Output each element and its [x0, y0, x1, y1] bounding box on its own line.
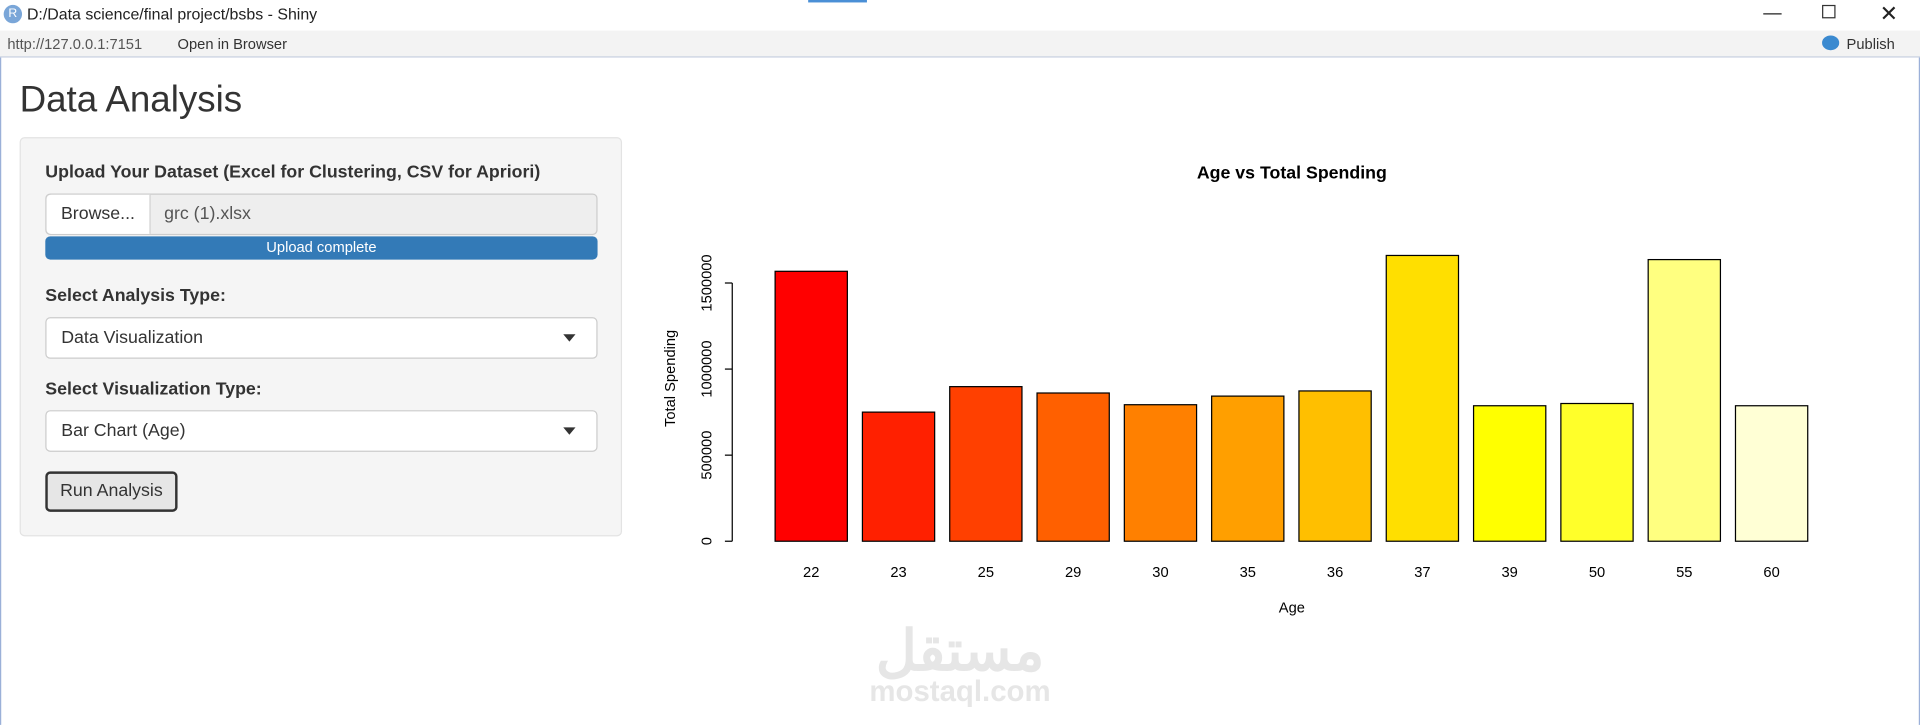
- x-tick-label: 29: [1065, 565, 1081, 581]
- bar: [1472, 405, 1547, 542]
- bar: [774, 270, 848, 542]
- y-axis-label: Total Spending: [663, 330, 679, 427]
- x-tick-label: 22: [803, 565, 819, 581]
- x-tick-label: 25: [978, 565, 994, 581]
- x-tick-label: 60: [1763, 565, 1779, 581]
- watermark-arabic: مستقل: [876, 619, 1045, 682]
- bar: [1734, 405, 1809, 542]
- run-button[interactable]: Run Analysis: [45, 471, 178, 512]
- x-tick-label: 36: [1327, 565, 1343, 581]
- bar: [1036, 392, 1110, 542]
- page-heading: Data Analysis: [19, 79, 243, 121]
- app-area: Age vs Total Spending Age Total Spending…: [0, 57, 1920, 725]
- bar: [1385, 254, 1460, 542]
- browse-button[interactable]: Browse...: [46, 194, 151, 234]
- bar: [861, 411, 936, 542]
- file-input: Browse... grc (1).xlsx: [45, 193, 598, 236]
- x-tick-label: 35: [1240, 565, 1256, 581]
- bar: [1647, 258, 1722, 542]
- x-tick-label: 55: [1676, 565, 1692, 581]
- analysis-value: Data Visualization: [61, 328, 204, 348]
- upload-label: Upload Your Dataset (Excel for Clusterin…: [45, 162, 541, 183]
- publish-icon: [1822, 35, 1840, 51]
- x-tick-label: 30: [1152, 565, 1168, 581]
- sidebar-panel: Upload Your Dataset (Excel for Clusterin…: [19, 137, 623, 537]
- open-in-browser[interactable]: Open in Browser: [177, 35, 287, 53]
- title-bar: R D:/Data science/final project/bsbs - S…: [0, 0, 1920, 30]
- bar: [1123, 404, 1198, 542]
- dropdown-arrow: [563, 334, 576, 342]
- bar: [1211, 395, 1285, 542]
- watermark-latin: mostaql.com: [869, 675, 1050, 708]
- analysis-select[interactable]: Data Visualization: [45, 317, 598, 359]
- close-button[interactable]: ✕: [1879, 1, 1899, 26]
- x-tick-label: 39: [1502, 565, 1518, 581]
- visualization-select[interactable]: Bar Chart (Age): [45, 410, 598, 452]
- y-tick-label: 0: [700, 537, 716, 545]
- x-tick-label: 23: [890, 565, 906, 581]
- x-tick-label: 37: [1414, 565, 1430, 581]
- tab-indicator: [808, 0, 867, 3]
- minimize-button[interactable]: —: [1763, 2, 1782, 24]
- file-name: grc (1).xlsx: [164, 204, 251, 225]
- x-tick-label: 50: [1589, 565, 1605, 581]
- bar: [1298, 390, 1372, 542]
- toolbar: http://127.0.0.1:7151 Open in Browser Pu…: [0, 30, 1920, 58]
- app-icon: R: [3, 4, 23, 24]
- dropdown-arrow: [563, 427, 576, 435]
- bar: [1560, 402, 1634, 542]
- y-tick-label: 1000000: [700, 340, 716, 397]
- y-tick-label: 1500000: [700, 254, 716, 311]
- analysis-label: Select Analysis Type:: [45, 286, 226, 307]
- visualization-value: Bar Chart (Age): [61, 421, 186, 441]
- x-axis-label: Age: [1279, 600, 1305, 616]
- publish-button[interactable]: Publish: [1846, 35, 1895, 53]
- bar: [949, 386, 1023, 542]
- window-title: D:/Data science/final project/bsbs - Shi…: [26, 4, 318, 24]
- progress-bar: Upload complete: [45, 236, 598, 260]
- maximize-button[interactable]: [1822, 4, 1836, 19]
- url: http://127.0.0.1:7151: [7, 35, 143, 53]
- visualization-label: Select Visualization Type:: [45, 379, 262, 400]
- chart-title: Age vs Total Spending: [1197, 163, 1387, 183]
- y-tick-label: 500000: [700, 431, 716, 480]
